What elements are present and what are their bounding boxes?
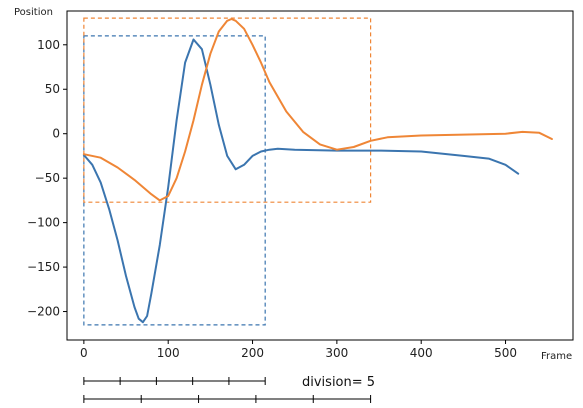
- series-line-0: [82, 38, 520, 324]
- x-tick-label: 0: [80, 346, 88, 360]
- dashed-region-0: [83, 35, 266, 326]
- y-tick-label: 100: [37, 38, 60, 52]
- y-axis-label: Position: [14, 7, 53, 18]
- series-line-1: [82, 18, 553, 202]
- y-tick-label: 50: [45, 82, 60, 96]
- x-tick-label: 200: [241, 346, 264, 360]
- y-tick-label: 0: [52, 127, 60, 141]
- y-tick-label: −100: [27, 216, 60, 230]
- x-tick-label: 300: [325, 346, 348, 360]
- plot-frame: [66, 10, 574, 341]
- y-tick-label: −50: [35, 171, 60, 185]
- x-axis-label: Frame: [541, 351, 572, 362]
- dashed-region-1: [83, 17, 372, 203]
- x-tick-label: 500: [494, 346, 517, 360]
- y-tick-label: −150: [27, 260, 60, 274]
- division-label: division= 5: [302, 375, 375, 390]
- y-tick-label: −200: [27, 305, 60, 319]
- x-tick-label: 100: [157, 346, 180, 360]
- x-tick-label: 400: [410, 346, 433, 360]
